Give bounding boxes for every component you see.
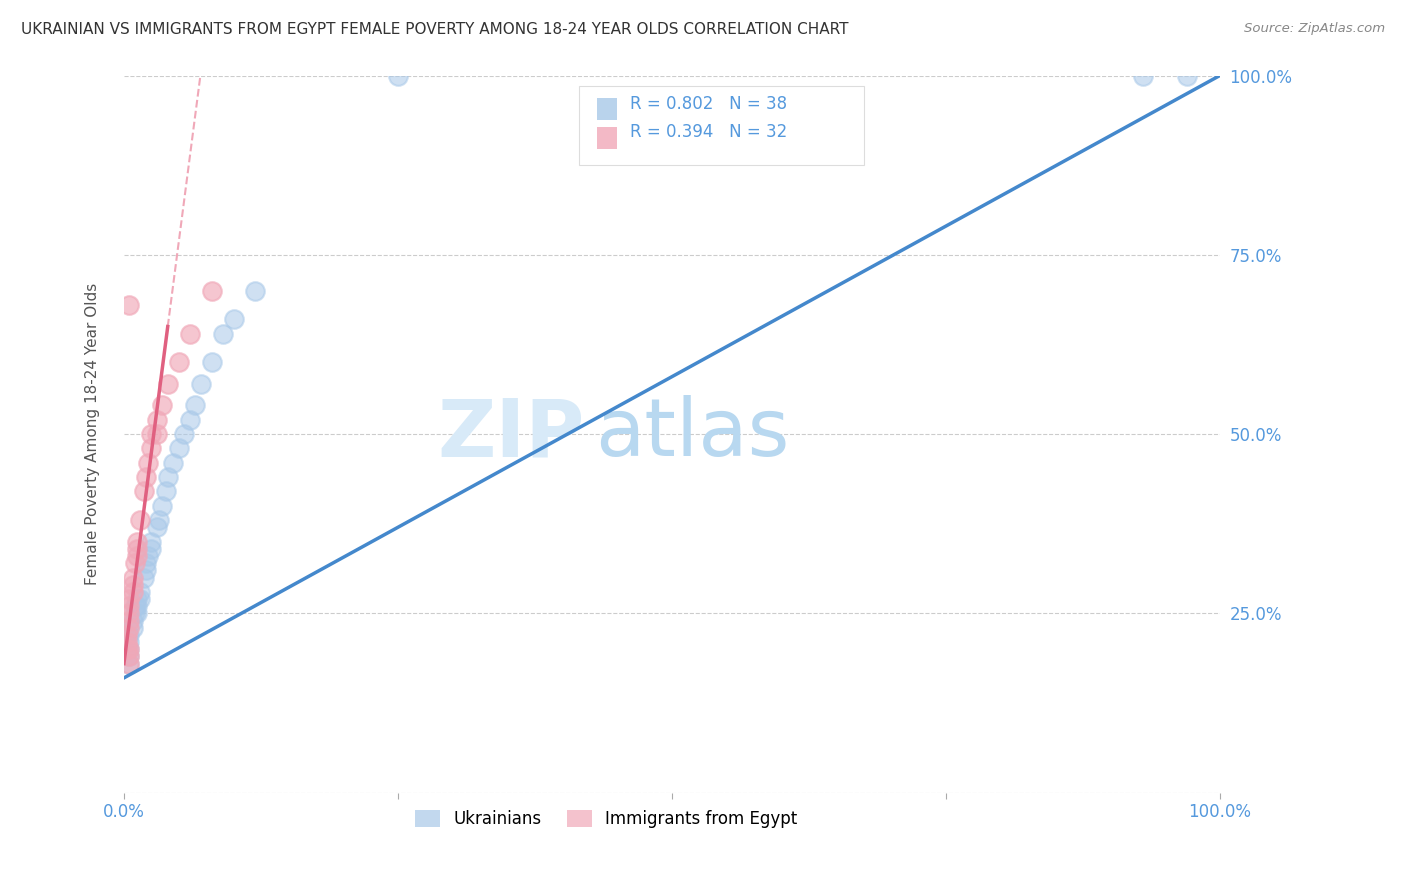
Point [148, 513, 170, 527]
Point [121, 570, 143, 584]
Point [118, 614, 141, 628]
Point [141, 541, 163, 556]
Point [222, 312, 245, 326]
Point [200, 355, 222, 369]
Point [118, 628, 141, 642]
Point [121, 585, 143, 599]
Point [156, 470, 179, 484]
Point [129, 585, 152, 599]
Point [125, 592, 148, 607]
Text: ZIP: ZIP [437, 395, 585, 473]
Legend: Ukrainians, Immigrants from Egypt: Ukrainians, Immigrants from Egypt [408, 803, 804, 835]
Point [150, 398, 173, 412]
Point [118, 599, 141, 614]
Point [162, 456, 184, 470]
Point [124, 556, 146, 570]
Point [118, 621, 141, 635]
Point [118, 657, 141, 671]
Point [132, 484, 155, 499]
Text: Source: ZipAtlas.com: Source: ZipAtlas.com [1244, 22, 1385, 36]
Text: R = 0.394   N = 32: R = 0.394 N = 32 [630, 123, 787, 142]
Point [118, 592, 141, 607]
Point [124, 607, 146, 621]
Point [211, 326, 233, 341]
Point [132, 570, 155, 584]
Point [129, 513, 152, 527]
Point [146, 520, 169, 534]
Point [1132, 69, 1154, 83]
Point [121, 621, 143, 635]
Point [173, 427, 195, 442]
Point [121, 614, 143, 628]
Point [125, 541, 148, 556]
Point [125, 549, 148, 563]
Point [118, 657, 141, 671]
Point [118, 635, 141, 649]
Point [167, 442, 190, 456]
Point [179, 326, 201, 341]
Point [124, 599, 146, 614]
Text: R = 0.802   N = 38: R = 0.802 N = 38 [630, 95, 787, 112]
Point [118, 642, 141, 657]
Text: UKRAINIAN VS IMMIGRANTS FROM EGYPT FEMALE POVERTY AMONG 18-24 YEAR OLDS CORRELAT: UKRAINIAN VS IMMIGRANTS FROM EGYPT FEMAL… [21, 22, 849, 37]
FancyBboxPatch shape [598, 128, 617, 149]
Point [179, 413, 201, 427]
Point [121, 577, 143, 591]
Point [135, 556, 157, 570]
Point [184, 398, 207, 412]
Point [136, 549, 159, 563]
Point [245, 284, 267, 298]
Point [146, 427, 169, 442]
Point [118, 649, 141, 664]
Point [200, 284, 222, 298]
Point [135, 563, 157, 577]
Point [387, 69, 409, 83]
Point [155, 484, 177, 499]
Point [167, 355, 190, 369]
Point [190, 376, 212, 391]
Point [1175, 69, 1198, 83]
Y-axis label: Female Poverty Among 18-24 Year Olds: Female Poverty Among 18-24 Year Olds [86, 283, 100, 585]
Point [156, 376, 179, 391]
Point [141, 442, 163, 456]
Point [115, 635, 138, 649]
Point [150, 499, 173, 513]
FancyBboxPatch shape [598, 98, 617, 120]
Point [118, 298, 141, 312]
Point [118, 649, 141, 664]
Point [141, 534, 163, 549]
Point [125, 534, 148, 549]
Text: atlas: atlas [595, 395, 790, 473]
Point [125, 599, 148, 614]
Point [136, 456, 159, 470]
Point [115, 628, 138, 642]
Point [118, 607, 141, 621]
Point [146, 413, 169, 427]
Point [118, 642, 141, 657]
Point [129, 592, 152, 607]
Point [141, 427, 163, 442]
Point [135, 470, 157, 484]
FancyBboxPatch shape [579, 87, 863, 165]
Point [115, 642, 138, 657]
Point [125, 607, 148, 621]
